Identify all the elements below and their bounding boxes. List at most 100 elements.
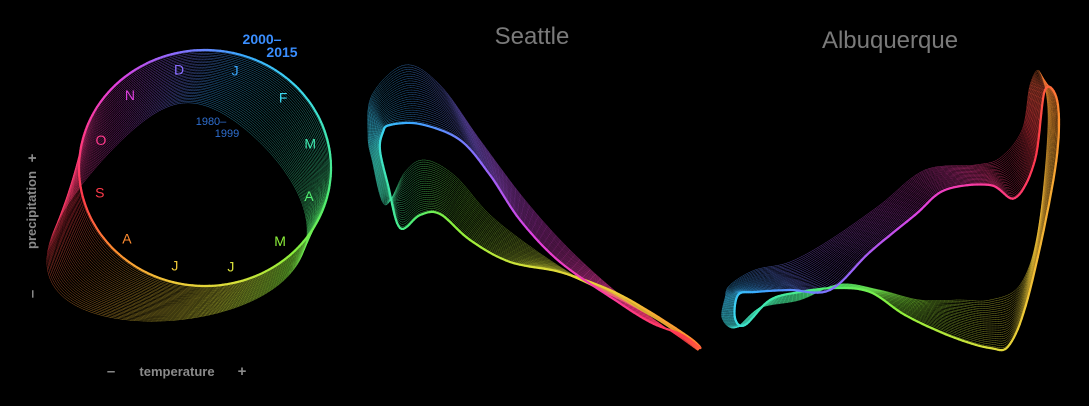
ribbon-strand-segment: [88, 270, 92, 274]
ribbon-strand-segment: [100, 313, 105, 315]
ribbon-strand-segment: [57, 268, 60, 272]
ribbon-strand-segment: [304, 200, 306, 205]
ribbon-strand-segment: [115, 295, 119, 298]
ribbon-strand-segment: [263, 112, 267, 115]
ribbon-strand-segment: [283, 158, 286, 162]
ribbon-strand-segment: [291, 149, 294, 153]
ribbon-strand-segment: [263, 137, 267, 141]
ribbon-strand-segment: [240, 108, 244, 111]
ribbon-strand-segment: [100, 142, 104, 146]
ribbon-strand-segment: [300, 193, 302, 197]
ribbon-strand-segment: [54, 283, 57, 286]
ribbon-strand-segment: [203, 99, 207, 101]
ribbon-strand-segment: [225, 98, 229, 100]
ribbon-strand-segment: [272, 278, 276, 281]
ribbon-strand-segment: [116, 139, 119, 142]
ribbon-strand-segment: [241, 295, 247, 298]
ribbon-strand-segment: [94, 294, 98, 297]
ribbon-strand-segment: [223, 301, 228, 304]
ribbon-strand-segment: [301, 187, 304, 192]
ribbon-strand-segment: [79, 283, 83, 287]
ribbon-strand-segment: [143, 294, 148, 297]
ribbon-strand-segment: [259, 118, 263, 122]
ribbon-strand-segment: [173, 82, 177, 84]
ribbon-strand-segment: [138, 116, 142, 119]
ribbon-strand-segment: [214, 310, 219, 313]
ribbon-strand-segment: [219, 81, 224, 83]
ribbon-strand-segment: [65, 263, 68, 267]
ribbon-strand-segment: [82, 166, 85, 170]
ribbon-strand-segment: [302, 149, 305, 153]
ribbon-strand-segment: [111, 141, 115, 145]
ribbon-strand-segment: [150, 92, 154, 95]
ribbon-strand-segment: [49, 278, 52, 281]
ribbon-strand-segment: [50, 240, 52, 244]
ribbon-strand-segment: [153, 107, 157, 110]
ribbon-strand-segment: [172, 104, 175, 106]
ribbon-strand-segment: [310, 184, 313, 188]
ribbon-strand-segment: [264, 133, 267, 137]
ribbon-strand-segment: [84, 151, 87, 156]
ribbon-strand-segment: [273, 105, 277, 108]
ribbon-strand-segment: [220, 307, 225, 309]
ribbon-strand-segment: [283, 275, 287, 279]
ribbon-strand-segment: [279, 277, 283, 281]
ribbon-strand-segment: [66, 228, 68, 232]
ribbon-strand-segment: [146, 106, 149, 109]
ribbon-strand-segment: [92, 151, 95, 155]
ribbon-strand-segment: [116, 142, 119, 146]
ribbon-strand-segment: [140, 297, 145, 299]
ribbon-strand-segment: [56, 223, 58, 228]
ribbon-strand-segment: [270, 125, 273, 129]
ribbon-strand-segment: [165, 92, 169, 94]
ribbon-strand-segment: [208, 309, 213, 311]
ribbon-strand-segment: [262, 113, 265, 116]
ribbon-strand-segment: [107, 135, 111, 139]
ribbon-strand-segment: [290, 165, 293, 169]
ribbon-strand-segment: [120, 286, 124, 289]
ribbon-strand-segment: [298, 174, 301, 179]
ribbon-strand-segment: [111, 282, 115, 285]
ribbon-strand-segment: [270, 285, 274, 289]
ribbon-strand-segment: [129, 126, 133, 130]
ribbon-strand-segment: [307, 201, 309, 205]
ribbon-strand-segment: [117, 289, 122, 292]
ribbon-strand-segment: [283, 139, 287, 143]
ribbon-strand-segment: [63, 236, 65, 240]
ribbon-strand-segment: [253, 94, 257, 97]
ribbon-strand-segment: [135, 98, 139, 101]
ribbon-strand-segment: [215, 92, 219, 94]
ribbon-strand-segment: [209, 307, 215, 309]
ribbon-strand-segment: [304, 185, 307, 189]
ribbon-strand-segment: [207, 100, 211, 102]
ribbon-strand-segment: [100, 297, 104, 299]
ribbon-strand-segment: [130, 114, 134, 117]
ribbon-strand-segment: [309, 196, 311, 200]
ribbon-strand-segment: [129, 312, 134, 314]
ribbon-strand-segment: [252, 292, 257, 295]
ribbon-strand-segment: [282, 274, 286, 278]
ribbon-strand-segment: [309, 167, 311, 171]
ribbon-strand-segment: [139, 109, 143, 112]
ribbon-strand-segment: [313, 171, 315, 175]
ribbon-strand-segment: [83, 171, 86, 175]
ribbon-strand-segment: [239, 122, 243, 125]
ribbon-strand-segment: [98, 285, 103, 288]
ribbon-strand-segment: [87, 271, 90, 275]
ribbon-strand-segment: [217, 301, 222, 303]
ribbon-strand-segment: [140, 305, 145, 307]
ribbon-strand-segment: [55, 263, 58, 267]
ribbon-strand-segment: [258, 137, 261, 141]
ribbon-strand-segment: [233, 91, 237, 94]
ribbon-strand-segment: [94, 302, 99, 305]
ribbon-strand-segment: [283, 267, 287, 271]
ribbon-strand-segment: [294, 170, 297, 174]
ribbon-strand-segment: [269, 280, 273, 283]
ribbon-strand-segment: [171, 87, 175, 89]
ribbon-strand-segment: [231, 92, 235, 95]
ribbon-strand-segment: [311, 193, 313, 198]
ribbon-strand-segment: [209, 312, 215, 315]
ribbon-strand-segment: [78, 268, 81, 272]
ribbon-strand-segment: [59, 245, 61, 249]
ribbon-strand-segment: [220, 99, 224, 102]
